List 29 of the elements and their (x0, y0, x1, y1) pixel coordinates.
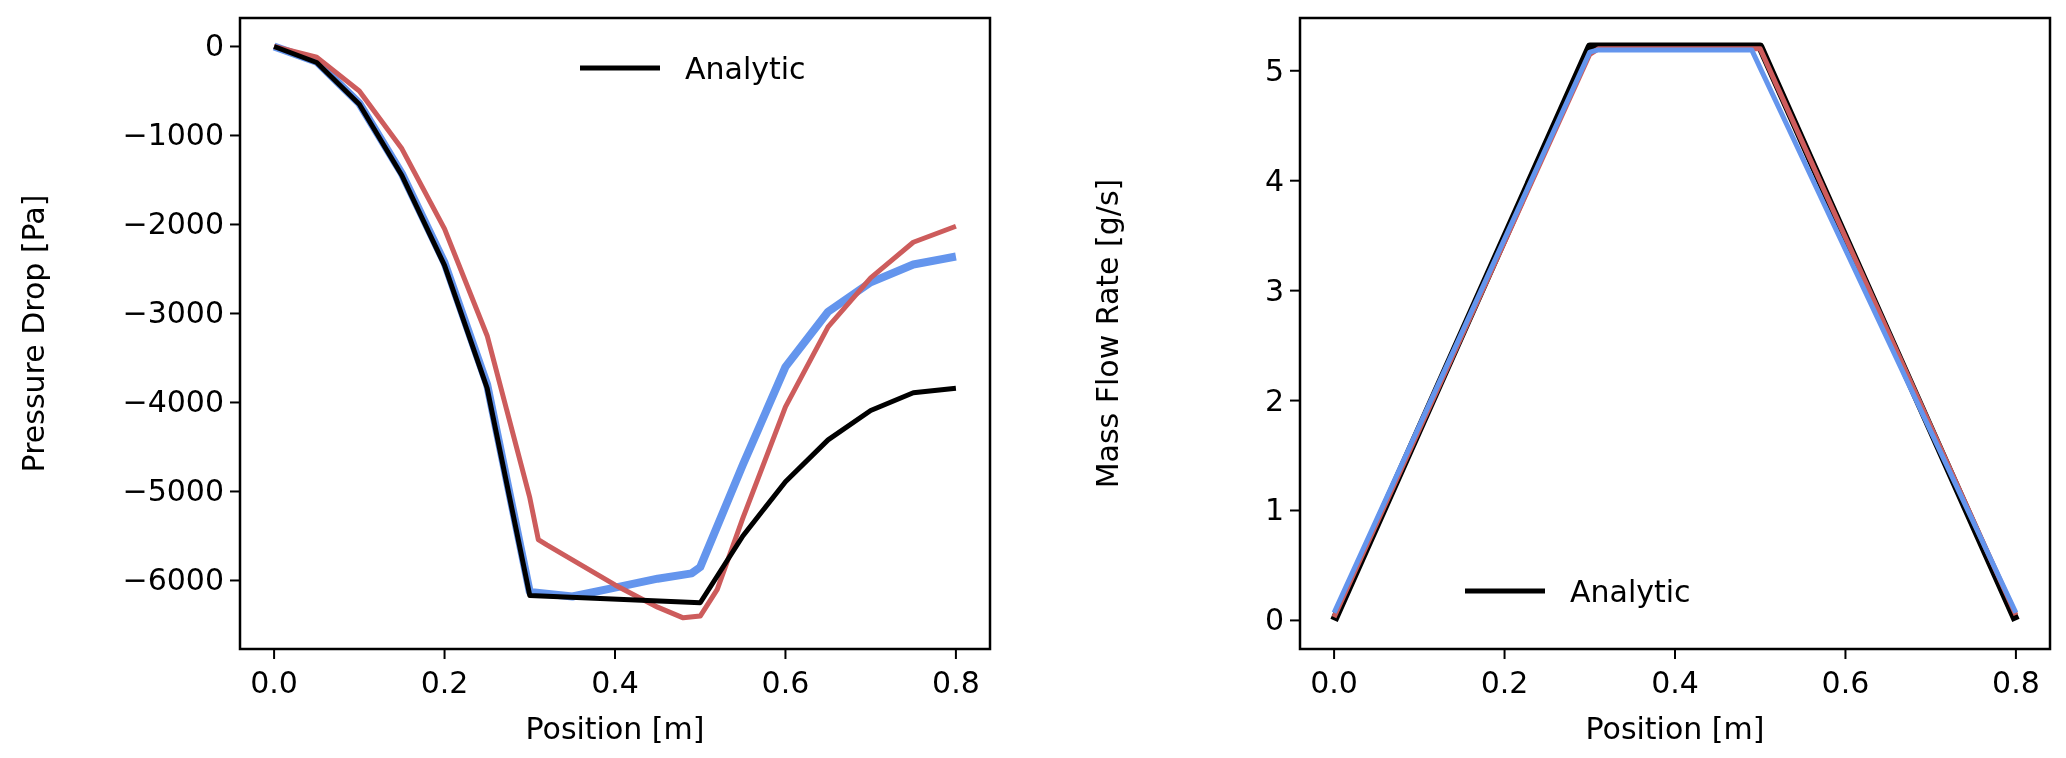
y-tick-label: 5 (1264, 52, 1284, 88)
y-tick-label: −4000 (122, 384, 224, 420)
x-tick-label: 0.2 (1480, 665, 1529, 700)
x-tick-label: 0.8 (1992, 665, 2040, 700)
x-axis-title: Position [m] (525, 711, 705, 746)
legend-label: Analytic (1570, 574, 1691, 609)
x-tick-label: 0.0 (1310, 665, 1358, 700)
x-tick-label: 0.8 (932, 665, 980, 700)
legend-label: Analytic (685, 51, 806, 86)
y-tick-label: −3000 (122, 295, 224, 331)
y-axis-title: Pressure Drop [Pa] (16, 194, 51, 473)
y-tick-label: 1 (1264, 492, 1284, 528)
x-tick-label: 0.4 (591, 665, 639, 700)
y-tick-label: 2 (1264, 382, 1284, 418)
x-tick-label: 0.0 (250, 665, 298, 700)
x-tick-label: 0.2 (420, 665, 469, 700)
y-tick-label: −6000 (122, 562, 224, 598)
y-tick-label: 4 (1264, 162, 1284, 198)
y-tick-label: −2000 (122, 206, 224, 242)
y-tick-label: −1000 (122, 117, 224, 153)
y-tick-label: 3 (1264, 272, 1284, 308)
y-axis-title: Mass Flow Rate [g/s] (1090, 178, 1125, 489)
x-tick-label: 0.4 (1651, 665, 1699, 700)
x-tick-label: 0.6 (761, 665, 810, 700)
y-tick-label: −5000 (122, 473, 224, 509)
x-axis-title: Position [m] (1585, 711, 1765, 746)
x-tick-label: 0.6 (1821, 665, 1870, 700)
y-tick-label: 0 (204, 28, 224, 64)
y-tick-label: 0 (1264, 602, 1284, 638)
